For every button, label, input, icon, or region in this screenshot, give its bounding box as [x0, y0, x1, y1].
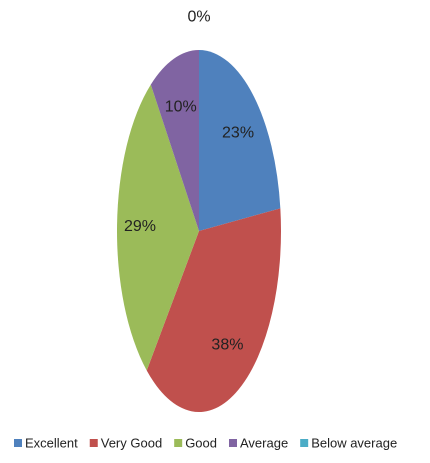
legend-swatch: [89, 439, 98, 447]
pie-slice: [150, 50, 199, 231]
legend-swatch: [14, 439, 22, 447]
data-label: 29%: [124, 218, 156, 235]
data-label: 10%: [165, 98, 197, 115]
data-label: 23%: [222, 124, 254, 141]
legend-swatch: [174, 439, 183, 447]
legend-label: Excellent: [25, 435, 78, 450]
legend-swatch: [300, 439, 309, 447]
legend-label: Below average: [311, 435, 397, 450]
data-label: 38%: [211, 336, 243, 353]
pie-slice: [116, 84, 199, 371]
legend-swatch: [229, 439, 237, 447]
legend-label: Average: [240, 435, 288, 450]
legend-label: Good: [185, 435, 217, 450]
pie-slice: [199, 50, 281, 231]
legend-label: Very Good: [101, 435, 162, 450]
data-label: 0%: [187, 9, 210, 26]
pie-slice: [146, 208, 281, 412]
